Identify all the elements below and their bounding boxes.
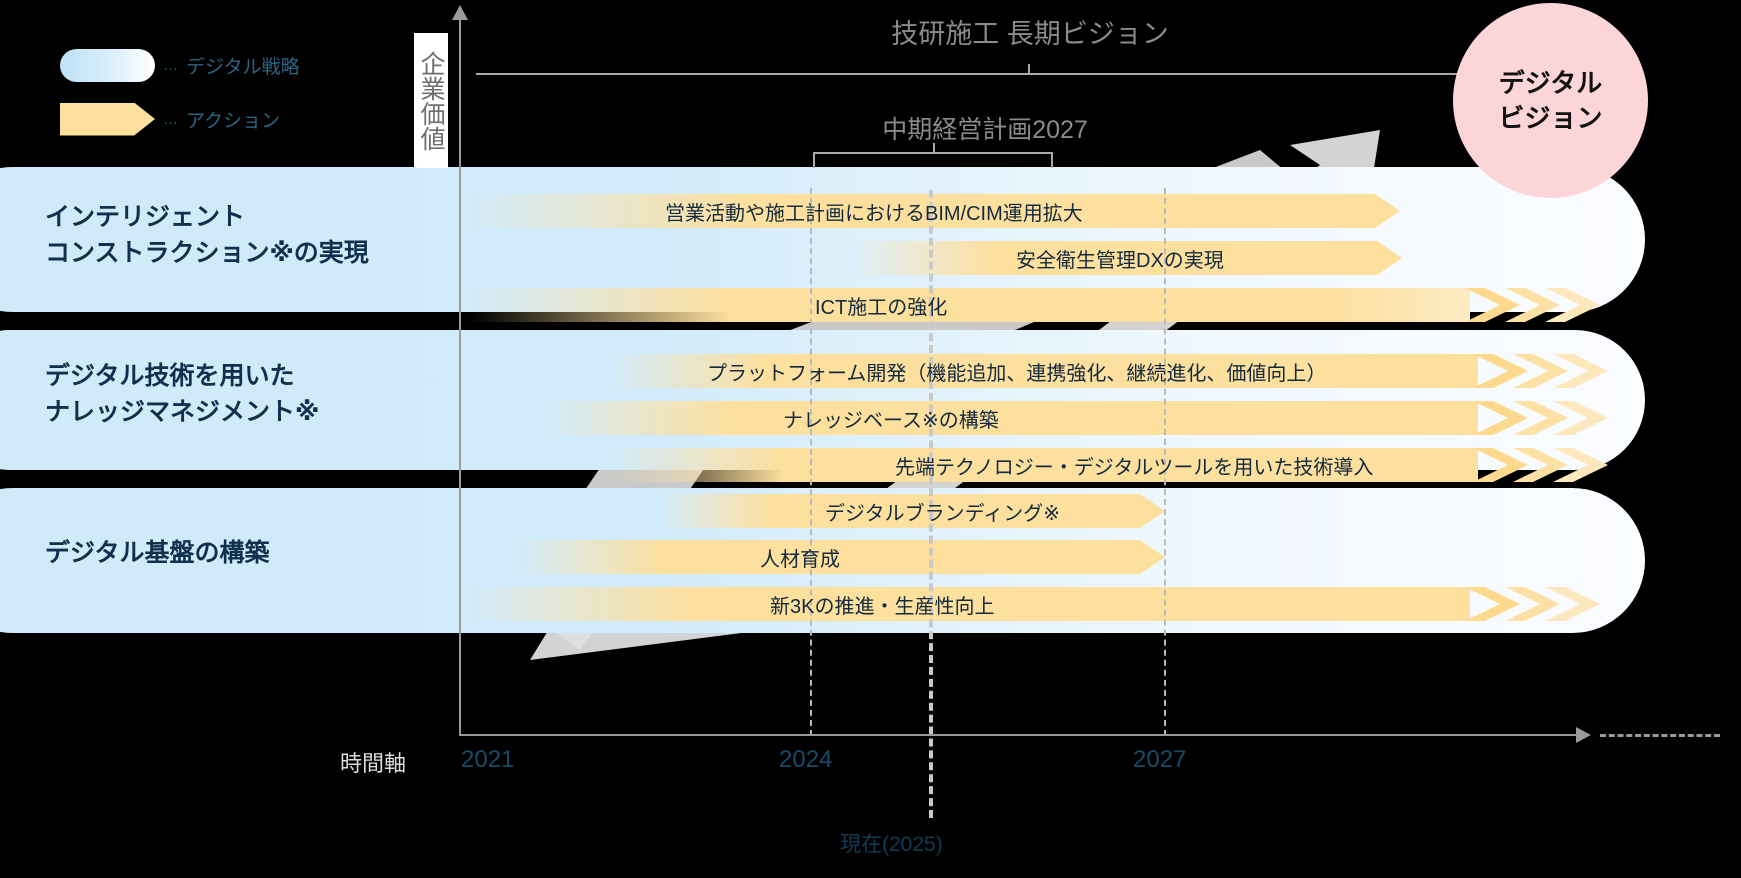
time-axis-arrow-icon bbox=[1576, 727, 1591, 743]
guide-line-2027 bbox=[1164, 188, 1166, 736]
mid-term-plan-title: 中期経営計画2027 bbox=[882, 116, 1088, 144]
action-bar-r1-b2[interactable]: 安全衛生管理DXの実現 bbox=[850, 241, 1402, 275]
legend-dots-2: … bbox=[163, 110, 179, 128]
action-bar-r2-b2-text: ナレッジベース※の構築 bbox=[783, 409, 999, 432]
guide-line-current-year bbox=[929, 190, 933, 818]
digital-vision-badge-line2: ビジョン bbox=[1498, 102, 1603, 133]
digital-vision-badge: デジタル ビジョン bbox=[1453, 3, 1648, 198]
long-term-vision-title: 技研施工 長期ビジョン bbox=[891, 19, 1169, 49]
value-axis-arrow-icon bbox=[452, 5, 468, 20]
time-tick-2024: 2024 bbox=[779, 746, 833, 773]
action-bar-r1-b3-text: ICT施工の強化 bbox=[815, 296, 948, 319]
row-2-label-line2: ナレッジマネジメント※ bbox=[45, 398, 320, 427]
legend: … デジタル戦略 … アクション bbox=[60, 38, 420, 143]
value-axis-label: 企業価値 bbox=[414, 33, 448, 168]
action-bar-r3-b2[interactable]: 人材育成 bbox=[520, 540, 1165, 574]
value-axis-line bbox=[459, 18, 461, 736]
action-bar-r1-b2-text: 安全衛生管理DXの実現 bbox=[1016, 249, 1224, 272]
action-bar-r2-b3-text: 先端テクノロジー・デジタルツールを用いた技術導入 bbox=[895, 456, 1374, 479]
action-bar-r3-b2-text: 人材育成 bbox=[760, 548, 840, 571]
time-tick-2027: 2027 bbox=[1133, 746, 1187, 773]
blue-gradient-pill-icon bbox=[60, 48, 155, 82]
strategy-row-2-label: デジタル技術を用いた ナレッジマネジメント※ bbox=[45, 358, 319, 431]
legend-label-action: アクション bbox=[186, 110, 281, 132]
current-year-label: 現在(2025) bbox=[840, 833, 943, 856]
strategy-row-3-label: デジタル基盤の構築 bbox=[45, 535, 270, 571]
guide-line-2024 bbox=[810, 188, 812, 736]
digital-vision-badge-line1: デジタル bbox=[1498, 68, 1603, 99]
action-bar-r1-b1[interactable]: 営業活動や施工計画におけるBIM/CIM運用拡大 bbox=[470, 194, 1400, 228]
action-bar-r1-b1-text: 営業活動や施工計画におけるBIM/CIM運用拡大 bbox=[665, 202, 1083, 225]
row-2-label-line1: デジタル技術を用いた bbox=[45, 362, 295, 390]
legend-item-action: … アクション bbox=[60, 100, 280, 138]
action-bar-r2-b2[interactable]: ナレッジベース※の構築 bbox=[545, 401, 1608, 435]
action-bar-r3-b3-text: 新3Kの推進・生産性向上 bbox=[770, 595, 995, 618]
time-axis-line bbox=[459, 734, 1579, 736]
time-axis-continuation bbox=[1600, 734, 1720, 737]
time-tick-2021: 2021 bbox=[461, 746, 515, 773]
action-bar-r3-b1-text: デジタルブランディング※ bbox=[825, 502, 1060, 525]
row-1-label-line2: コンストラクション※の実現 bbox=[45, 239, 369, 268]
mid-term-plan-bracket bbox=[813, 143, 1053, 168]
row-1-label-line1: インテリジェント bbox=[45, 203, 246, 231]
legend-item-strategy: … デジタル戦略 bbox=[60, 46, 300, 84]
action-bar-r3-b3[interactable]: 新3Kの推進・生産性向上 bbox=[470, 587, 1600, 621]
legend-label-strategy: デジタル戦略 bbox=[186, 56, 300, 78]
action-bar-r1-b3[interactable]: ICT施工の強化 bbox=[470, 288, 1600, 322]
strategy-row-1-label: インテリジェント コンストラクション※の実現 bbox=[45, 199, 369, 272]
action-bar-r2-b1-text: プラットフォーム開発（機能追加、連携強化、継続進化、価値向上） bbox=[707, 362, 1327, 385]
yellow-arrow-icon bbox=[60, 102, 155, 136]
action-bar-r2-b1[interactable]: プラットフォーム開発（機能追加、連携強化、継続進化、価値向上） bbox=[610, 354, 1608, 388]
row-3-label-line1: デジタル基盤の構築 bbox=[45, 539, 270, 567]
legend-dots-1: … bbox=[163, 56, 179, 74]
long-term-vision-bracket bbox=[476, 64, 1580, 89]
time-axis-label: 時間軸 bbox=[340, 751, 407, 776]
action-bar-r2-b3[interactable]: 先端テクノロジー・デジタルツールを用いた技術導入 bbox=[610, 448, 1608, 482]
strategy-row-2: デジタル技術を用いた ナレッジマネジメント※ bbox=[0, 330, 1645, 470]
strategy-row-1: インテリジェント コンストラクション※の実現 bbox=[0, 167, 1645, 312]
action-bar-r3-b1[interactable]: デジタルブランディング※ bbox=[660, 494, 1165, 528]
